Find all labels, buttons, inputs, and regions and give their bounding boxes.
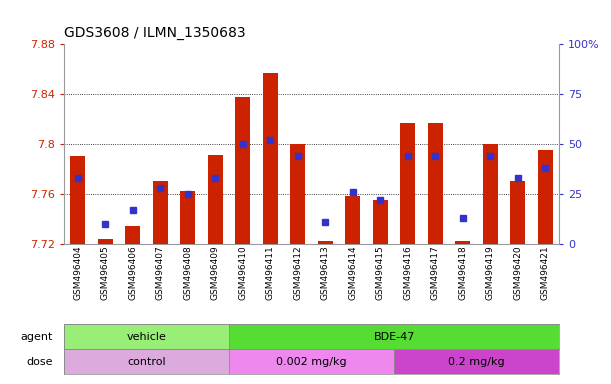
Text: GDS3608 / ILMN_1350683: GDS3608 / ILMN_1350683	[64, 26, 246, 40]
Bar	[373, 200, 388, 244]
Bar	[64, 324, 229, 349]
Text: 0.002 mg/kg: 0.002 mg/kg	[276, 357, 347, 367]
Bar	[125, 227, 141, 244]
Text: vehicle: vehicle	[126, 332, 167, 342]
Text: BDE-47: BDE-47	[373, 332, 415, 342]
Bar	[400, 123, 415, 244]
Bar	[180, 192, 196, 244]
Bar	[235, 97, 251, 244]
Bar	[290, 144, 306, 244]
Bar	[64, 349, 229, 374]
Bar	[394, 349, 559, 374]
Bar	[345, 197, 360, 244]
Bar	[229, 324, 559, 349]
Bar	[455, 242, 470, 244]
Bar	[229, 349, 394, 374]
Bar	[208, 155, 223, 244]
Bar	[483, 144, 498, 244]
Bar	[428, 123, 443, 244]
Bar	[153, 182, 168, 244]
Bar	[263, 73, 278, 244]
Text: dose: dose	[27, 357, 53, 367]
Bar	[538, 150, 553, 244]
Bar	[318, 242, 333, 244]
Text: agent: agent	[21, 332, 53, 342]
Bar	[98, 239, 113, 244]
Text: 0.2 mg/kg: 0.2 mg/kg	[448, 357, 505, 367]
Text: control: control	[127, 357, 166, 367]
Bar	[510, 182, 525, 244]
Bar	[70, 157, 86, 244]
